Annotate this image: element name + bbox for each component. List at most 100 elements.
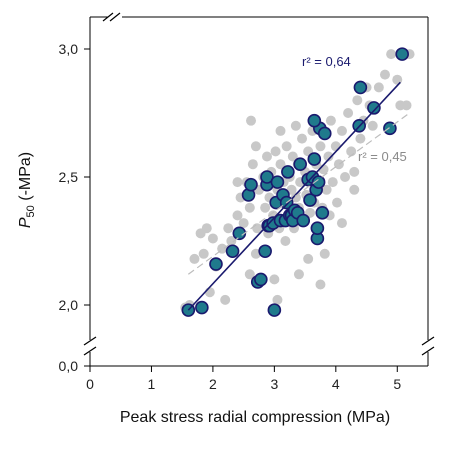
x-tick-label-0: 0 xyxy=(86,376,94,392)
y-axis-label: P50 (-MPa) xyxy=(17,152,37,228)
x-axis-label: Peak stress radial compression (MPa) xyxy=(120,409,390,426)
point-s0-69 xyxy=(336,125,347,136)
point-s0-35 xyxy=(281,141,292,152)
point-s0-68 xyxy=(333,159,344,170)
point-s0-89 xyxy=(244,269,255,280)
point-s0-9 xyxy=(232,210,243,221)
point-s1-28 xyxy=(293,157,307,171)
point-s1-44 xyxy=(367,101,381,115)
y-tick-label-0: 2,0 xyxy=(59,297,79,313)
point-s0-61 xyxy=(321,184,332,195)
point-s0-97 xyxy=(250,141,261,152)
y-tick-label-1: 2,5 xyxy=(59,169,79,185)
point-s0-82 xyxy=(386,49,397,60)
break-top-1 xyxy=(102,12,114,22)
point-s1-43 xyxy=(353,80,368,95)
point-s0-21 xyxy=(260,202,271,213)
fit-label-strong: r² = 0,64 xyxy=(302,54,351,69)
break-left-2 xyxy=(83,346,97,356)
point-s0-79 xyxy=(367,120,378,131)
point-s1-29 xyxy=(296,213,311,228)
point-s0-93 xyxy=(315,279,326,290)
point-s0-83 xyxy=(392,74,403,85)
point-s0-73 xyxy=(349,166,360,177)
point-s1-2 xyxy=(209,257,223,271)
point-s0-13 xyxy=(244,202,255,213)
series-0 xyxy=(180,49,415,313)
point-s0-8 xyxy=(226,236,237,246)
point-s0-65 xyxy=(327,177,338,188)
y-axis-label-rest: (-MPa) xyxy=(17,152,34,205)
point-s1-39 xyxy=(315,206,330,220)
x-tick-label-4: 4 xyxy=(332,376,340,392)
point-s0-75 xyxy=(355,133,366,144)
point-s0-102 xyxy=(207,233,218,244)
x-ticks: 0 1 2 3 4 5 xyxy=(86,366,401,392)
x-tick-label-1: 1 xyxy=(148,376,156,392)
point-s1-1 xyxy=(195,300,209,315)
point-s0-45 xyxy=(297,133,308,144)
point-s0-64 xyxy=(325,115,336,126)
point-s0-92 xyxy=(303,253,314,264)
break-right-1 xyxy=(421,336,435,346)
point-s1-33 xyxy=(307,152,322,166)
point-s0-57 xyxy=(315,141,326,152)
point-s0-95 xyxy=(349,184,360,195)
point-s0-86 xyxy=(401,100,412,111)
point-s0-67 xyxy=(332,197,343,208)
data-series xyxy=(180,47,415,317)
point-s0-39 xyxy=(287,151,298,162)
point-s0-22 xyxy=(261,151,272,162)
point-s0-27 xyxy=(269,274,280,285)
break-right-2 xyxy=(421,346,435,356)
point-s1-15 xyxy=(267,303,282,317)
y-zero-label: 0,0 xyxy=(59,358,79,374)
point-s0-11 xyxy=(238,218,249,229)
fit-line-0 xyxy=(187,81,401,311)
point-s0-99 xyxy=(290,120,301,131)
point-s0-80 xyxy=(373,82,384,93)
point-s0-7 xyxy=(223,223,234,234)
fit-lines xyxy=(187,81,410,311)
point-s0-91 xyxy=(293,269,304,280)
point-s0-90 xyxy=(272,294,283,305)
series-1 xyxy=(181,47,409,317)
point-s0-71 xyxy=(343,108,354,118)
point-s0-34 xyxy=(280,236,291,246)
axis-break-marks xyxy=(83,12,435,356)
point-s1-6 xyxy=(244,177,258,192)
point-s0-98 xyxy=(275,125,286,136)
point-s1-3 xyxy=(225,244,240,259)
point-s0-74 xyxy=(352,95,363,106)
y-axis-label-sub: 50 xyxy=(25,205,37,217)
point-s0-96 xyxy=(232,177,243,188)
point-s0-81 xyxy=(379,69,390,80)
point-s1-37 xyxy=(311,175,326,189)
point-s0-62 xyxy=(323,151,334,162)
point-s0-3 xyxy=(198,248,209,259)
point-s1-31 xyxy=(303,193,317,207)
y-tick-label-2: 3,0 xyxy=(59,41,79,57)
point-s1-40 xyxy=(317,126,332,141)
point-s0-14 xyxy=(246,115,257,126)
point-s1-8 xyxy=(254,272,268,287)
break-top-2 xyxy=(109,12,121,22)
x-tick-label-5: 5 xyxy=(393,376,401,392)
axes xyxy=(89,16,429,367)
break-left-1 xyxy=(83,336,97,346)
point-s0-41 xyxy=(290,192,301,203)
point-s1-22 xyxy=(281,165,295,179)
point-s1-36 xyxy=(310,221,325,235)
point-s0-66 xyxy=(330,141,341,152)
point-s0-70 xyxy=(340,172,351,182)
point-s0-101 xyxy=(201,223,212,234)
point-s0-28 xyxy=(270,146,281,157)
y-axis-label-main: P xyxy=(17,217,34,228)
point-s0-60 xyxy=(319,248,330,259)
x-tick-label-3: 3 xyxy=(270,376,278,392)
x-tick-label-2: 2 xyxy=(209,376,217,392)
y-ticks: 2,0 2,5 3,0 xyxy=(59,41,90,313)
point-s1-9 xyxy=(258,244,272,259)
point-s0-94 xyxy=(336,218,347,229)
